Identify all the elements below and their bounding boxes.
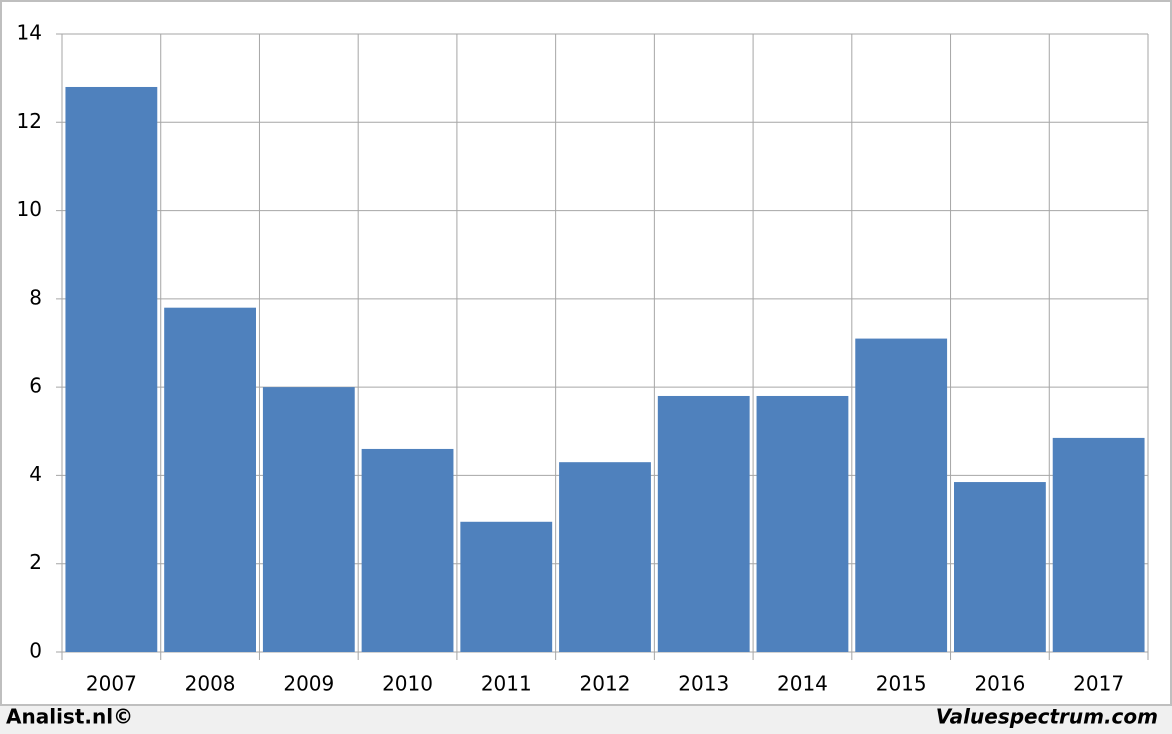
- footer-right: Valuespectrum.com: [936, 705, 1158, 729]
- y-tick-label: 14: [17, 21, 42, 45]
- bar: [65, 86, 158, 652]
- y-tick-label: 0: [29, 639, 42, 663]
- bar: [855, 338, 948, 652]
- bar: [262, 387, 355, 652]
- x-tick-label: 2014: [777, 672, 828, 696]
- bar: [954, 482, 1046, 652]
- x-tick-label: 2013: [678, 672, 729, 696]
- y-tick-label: 12: [17, 109, 42, 133]
- bar: [756, 395, 849, 652]
- y-tick-label: 6: [29, 374, 42, 398]
- bar: [1052, 437, 1145, 652]
- bar: [559, 462, 651, 652]
- x-tick-label: 2007: [86, 672, 137, 696]
- x-tick-label: 2017: [1073, 672, 1124, 696]
- y-tick-label: 8: [29, 285, 42, 309]
- x-tick-label: 2015: [876, 672, 927, 696]
- x-tick-label: 2010: [382, 672, 433, 696]
- bar: [361, 448, 454, 652]
- x-tick-label: 2016: [974, 672, 1025, 696]
- y-tick-label: 4: [29, 462, 42, 486]
- x-tick-label: 2008: [185, 672, 236, 696]
- bar: [657, 395, 750, 652]
- x-tick-label: 2012: [580, 672, 631, 696]
- x-tick-label: 2011: [481, 672, 532, 696]
- x-tick-label: 2009: [283, 672, 334, 696]
- bar: [460, 521, 553, 652]
- y-tick-label: 2: [29, 550, 42, 574]
- footer-left: Analist.nl©: [6, 705, 133, 729]
- bar: [164, 307, 256, 652]
- y-tick-label: 10: [17, 197, 42, 221]
